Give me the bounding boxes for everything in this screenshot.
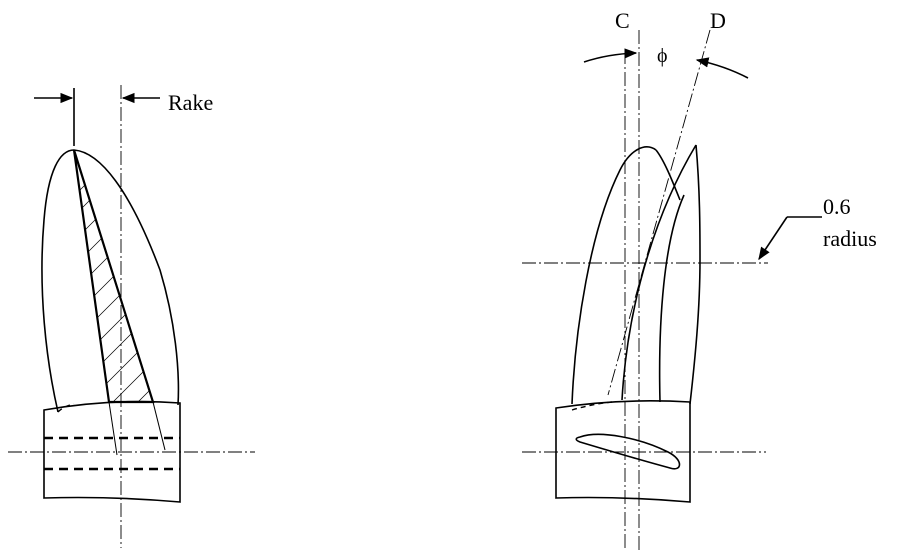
right-hub	[555, 400, 691, 503]
rake-view: Rake	[8, 85, 255, 548]
skewed-blade-middle-edge	[658, 194, 685, 403]
left-hub	[43, 400, 181, 503]
left-blade-trailing-edge	[73, 149, 180, 406]
phi-arc-left	[583, 48, 638, 63]
skew-line-d	[607, 29, 711, 396]
skew-view: C D ϕ 0.6 radius	[522, 8, 877, 550]
radius-word-label: radius	[823, 226, 877, 251]
label-d: D	[710, 8, 726, 33]
left-blade-leading-edge	[41, 149, 75, 413]
radius-value-label: 0.6	[823, 194, 851, 219]
phi-arc-right	[695, 57, 749, 79]
left-root-fillet-line-1	[108, 401, 118, 456]
blade-section-outline	[72, 149, 155, 404]
right-root-hidden-line	[571, 401, 613, 411]
radius-leader-arrow	[758, 216, 788, 261]
phi-label: ϕ	[657, 45, 668, 67]
label-c: C	[615, 8, 630, 33]
right-blade-leading-edge	[571, 146, 657, 405]
rake-label: Rake	[168, 90, 213, 115]
skewed-blade-outer-edge	[689, 144, 701, 405]
left-root-fillet-line-2	[152, 401, 166, 451]
skewed-blade-inner-edge	[621, 144, 697, 401]
left-root-hidden-line	[57, 403, 75, 413]
airfoil-section	[575, 433, 681, 470]
right-blade-tip-edge	[655, 149, 681, 201]
